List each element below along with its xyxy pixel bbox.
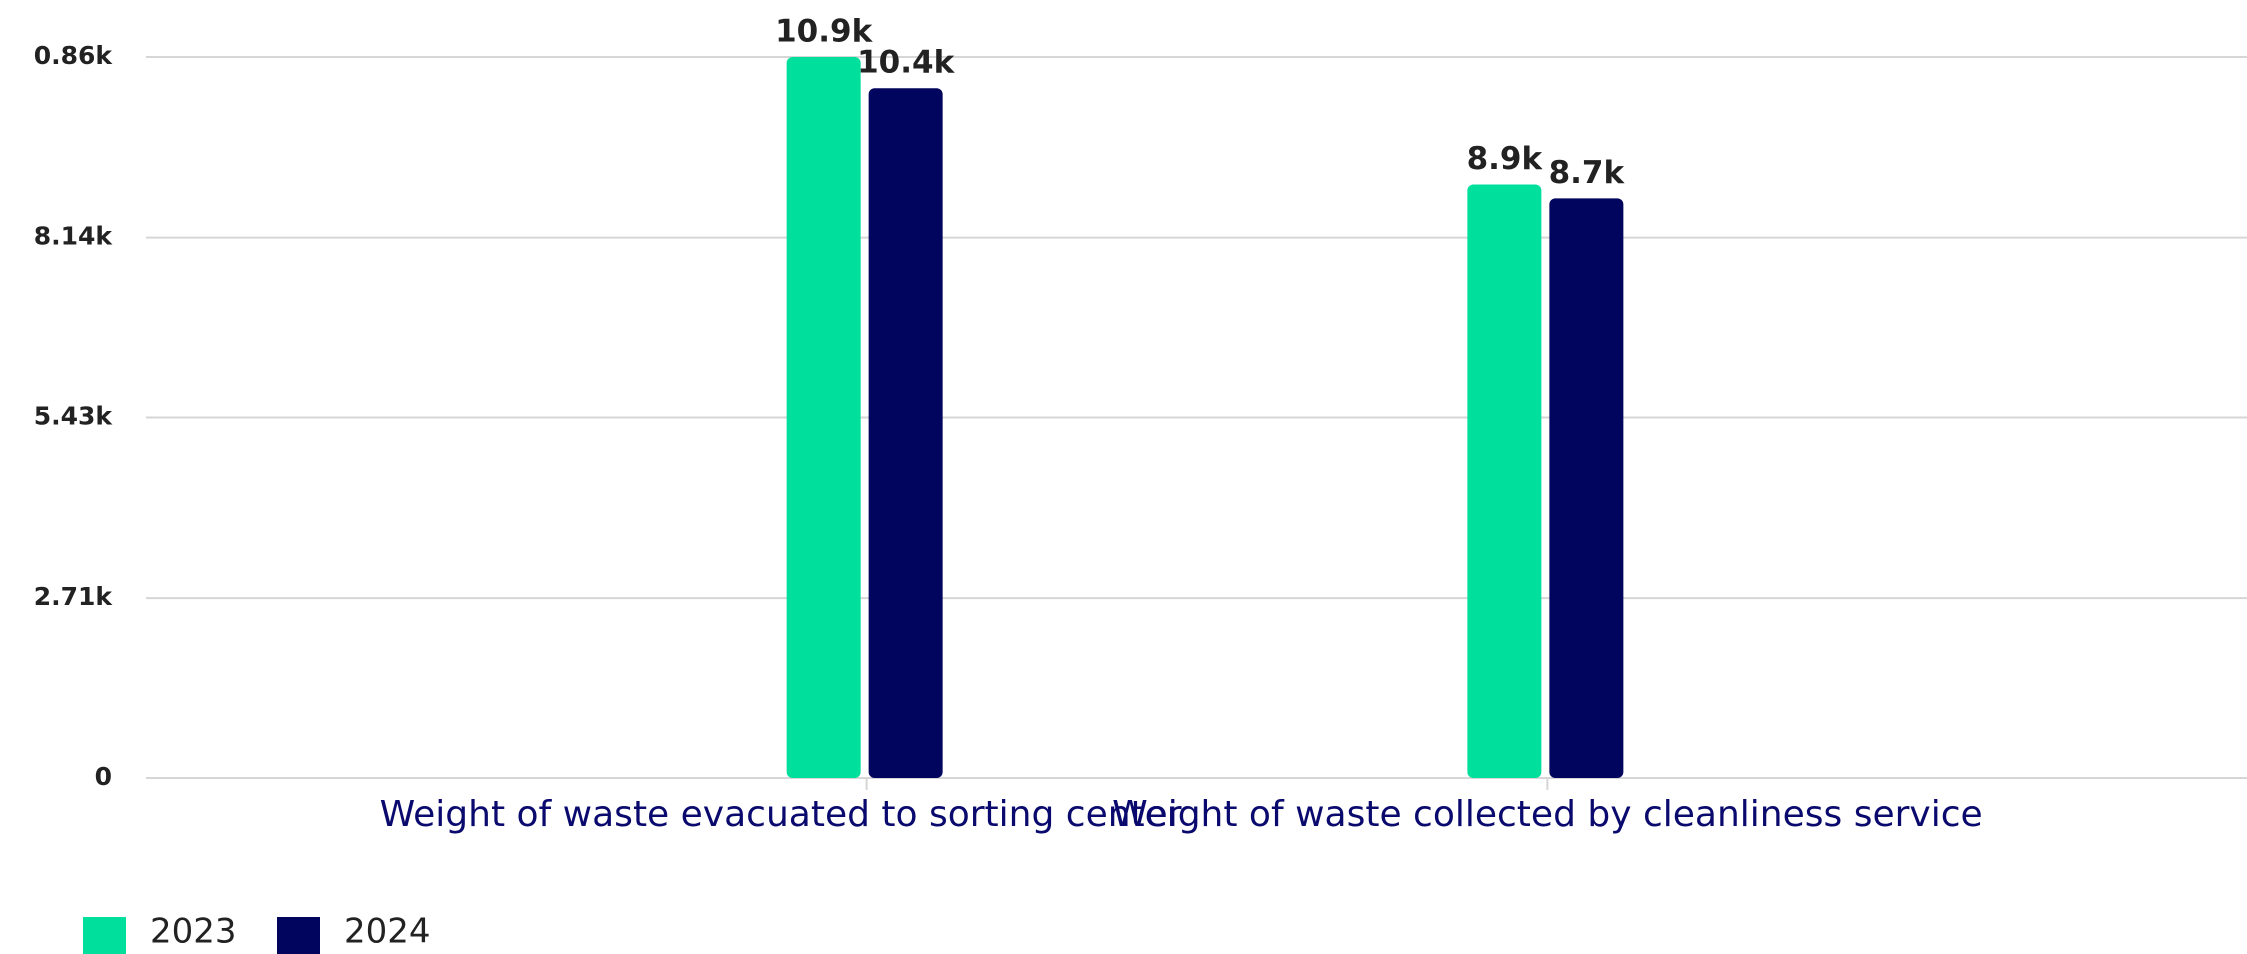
y-tick-label: 5.43k (34, 402, 114, 431)
legend-swatch (277, 917, 320, 954)
bar (1549, 198, 1624, 778)
bar (786, 57, 861, 778)
bar (868, 88, 943, 779)
legend-label: 2023 (150, 912, 237, 952)
x-tick-label: Weight of waste collected by cleanliness… (1112, 794, 1983, 835)
data-label: 10.4k (857, 45, 955, 81)
bar (1467, 184, 1542, 779)
legend-swatch (83, 917, 126, 954)
legend-label: 2024 (344, 912, 431, 952)
data-label: 8.9k (1467, 141, 1544, 177)
x-tick-label: Weight of waste evacuated to sorting cen… (380, 794, 1182, 835)
data-label: 8.7k (1549, 155, 1626, 191)
y-tick-label: 0.86k (34, 41, 114, 70)
data-label: 10.9k (775, 14, 873, 50)
y-tick-label: 0 (95, 762, 112, 791)
y-tick-label: 2.71k (34, 582, 114, 611)
y-tick-label: 8.14k (34, 222, 114, 251)
